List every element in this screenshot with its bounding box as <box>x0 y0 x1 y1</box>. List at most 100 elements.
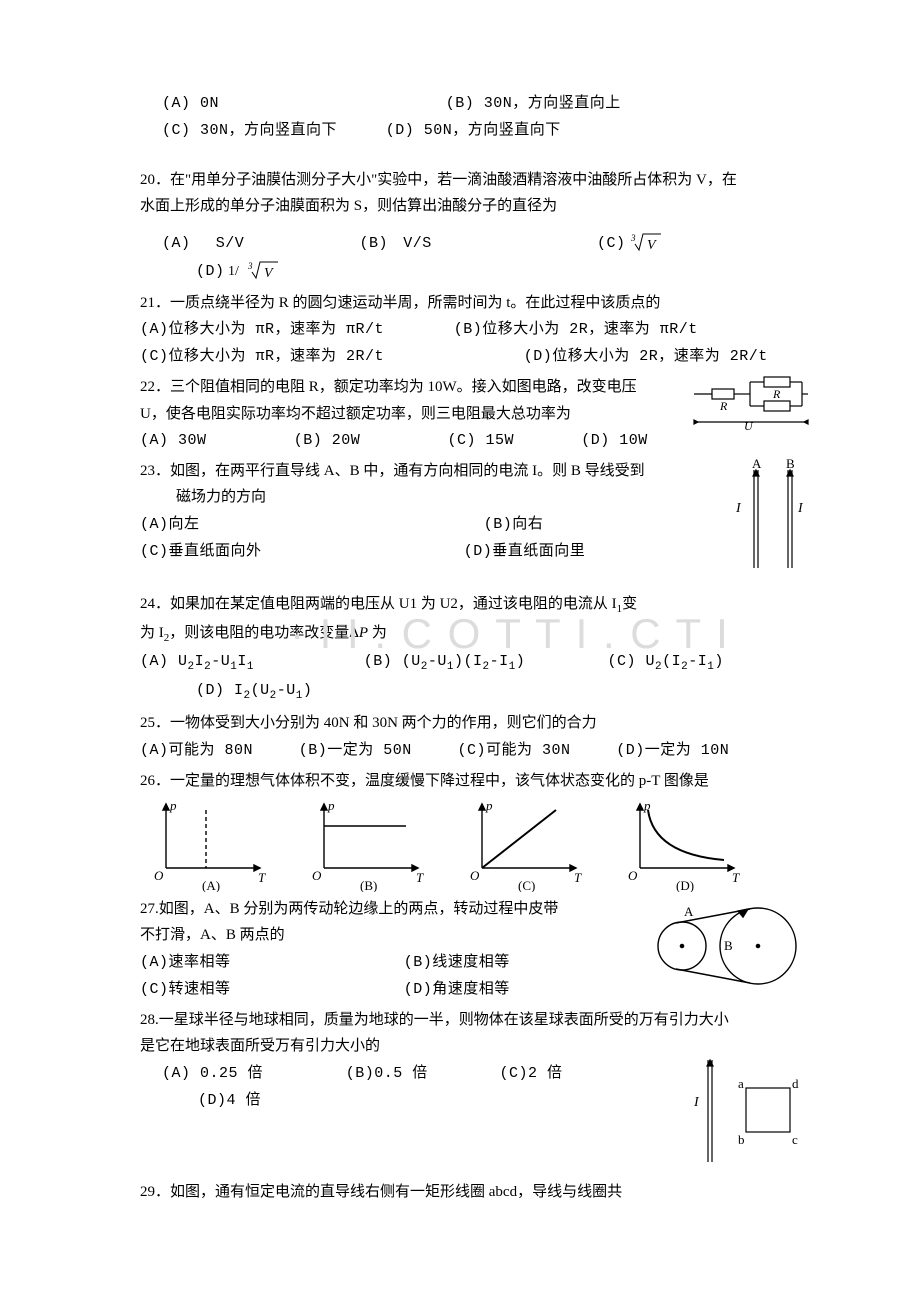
parallel-resistor-circuit-icon: R R U <box>690 374 810 432</box>
q20-stem-1: 20．在"用单分子油膜估测分子大小"实验中，若一滴油酸酒精溶液中油酸所占体积为 … <box>140 167 810 193</box>
q28-stem1: 28.一星球半径与地球相同，质量为地球的一半，则物体在该星球表面所受的万有引力大… <box>140 1007 810 1033</box>
svg-text:(C): (C) <box>518 878 535 892</box>
svg-text:I: I <box>693 1095 700 1110</box>
svg-text:p: p <box>485 798 493 813</box>
svg-text:d: d <box>792 1076 799 1091</box>
q21-b: (B)位移大小为 2R，速率为 πR/t <box>454 317 698 343</box>
inv-cube-root-v-icon: 1/ 3 V <box>228 257 282 281</box>
q24-a: (A) U2I2-U1I1 <box>140 649 360 677</box>
q20-options: (A) S/V (B) V/S (C) 3 V <box>140 229 810 257</box>
q27-d: (D)角速度相等 <box>404 977 510 1003</box>
q25-a: (A)可能为 80N <box>140 738 295 764</box>
q23-opts-2: (C)垂直纸面向外 (D)垂直纸面向里 <box>140 538 810 565</box>
svg-text:p: p <box>169 798 177 813</box>
q26-stem: 26．一定量的理想气体体积不变，温度缓慢下降过程中，该气体状态变化的 p-T 图… <box>140 768 810 794</box>
svg-text:V: V <box>647 238 657 253</box>
q29-figure: I a d b c <box>690 1056 810 1175</box>
svg-text:b: b <box>738 1132 745 1147</box>
q20-d-prefix: (D) <box>196 259 225 285</box>
q24-opts-2: (D) I2(U2-U1) <box>140 677 810 706</box>
cube-root-v-icon: 3 V <box>629 229 665 253</box>
svg-text:R: R <box>719 399 728 413</box>
q20-c-prefix: (C) <box>597 231 626 257</box>
svg-text:I: I <box>735 501 742 516</box>
q23-opts-1: (A)向左 (B)向右 <box>140 511 810 538</box>
svg-text:T: T <box>574 870 582 885</box>
q28-b: (B)0.5 倍 <box>346 1061 496 1087</box>
svg-text:V: V <box>264 266 274 281</box>
q19-opt-a: (A) 0N <box>162 91 442 117</box>
q24-stem1b: 变 <box>622 596 637 612</box>
svg-text:a: a <box>738 1076 744 1091</box>
svg-text:A: A <box>752 458 762 471</box>
q23: A B I I 23．如图，在两平行直导线 A、B 中，通有方向相同的电流 I。… <box>140 458 810 587</box>
svg-text:p: p <box>327 798 335 813</box>
q19-opt-b: (B) 30N，方向竖直向上 <box>446 91 621 117</box>
q25-opts: (A)可能为 80N (B)一定为 50N (C)可能为 30N (D)一定为 … <box>140 737 810 764</box>
svg-text:R: R <box>772 387 781 401</box>
q25-d: (D)一定为 10N <box>616 738 729 764</box>
q25: 25．一物体受到大小分别为 40N 和 30N 两个力的作用，则它们的合力 <box>140 710 810 736</box>
q20-a-prefix: (A) <box>162 231 212 257</box>
q26-figs: p O T (A) p O T (B) p O T (C) p <box>140 796 810 892</box>
svg-text:I: I <box>797 501 804 516</box>
q21-opts-2: (C)位移大小为 πR，速率为 2R/t (D)位移大小为 2R，速率为 2R/… <box>140 343 810 370</box>
q19-options: (A) 0N (B) 30N，方向竖直向上 <box>140 90 810 117</box>
q24-opts-1: (A) U2I2-U1I1 (B) (U2-U1)(I2-I1) (C) U2(… <box>140 648 810 677</box>
svg-text:3: 3 <box>630 233 636 243</box>
q27-a: (A)速率相等 <box>140 950 400 976</box>
q24-b: (B) (U2-U1)(I2-I1) <box>364 649 604 677</box>
q21-stem: 21．一质点绕半径为 R 的圆匀速运动半周，所需时间为 t。在此过程中该质点的 <box>140 290 810 316</box>
q27-c: (C)转速相等 <box>140 977 400 1003</box>
q22-a: (A) 30W <box>140 428 290 454</box>
q23-stem1: 23．如图，在两平行直导线 A、B 中，通有方向相同的电流 I。则 B 导线受到 <box>140 458 810 484</box>
q20-b: V/S <box>403 231 593 257</box>
q23-stem2: 磁场力的方向 <box>140 484 810 510</box>
pt-graph-c-icon: p O T (C) <box>456 796 606 892</box>
q24: 24．如果加在某定值电阻两端的电压从 U1 为 U2，通过该电阻的电流从 I1变… <box>140 591 810 648</box>
q24-c: (C) U2(I2-I1) <box>608 649 724 677</box>
q29-stem: 29．如图，通有恒定电流的直导线右侧有一矩形线圈 abcd，导线与线圈共 <box>140 1179 810 1205</box>
svg-text:O: O <box>628 868 638 883</box>
q27-b: (B)线速度相等 <box>404 950 510 976</box>
svg-text:(B): (B) <box>360 878 377 892</box>
q21-opts-1: (A)位移大小为 πR，速率为 πR/t (B)位移大小为 2R，速率为 πR/… <box>140 316 810 343</box>
q24-stem2d: 为 <box>368 625 387 641</box>
svg-text:T: T <box>732 870 740 885</box>
q22: R R U 22．三个阻值相同的电阻 R，额定功率均为 10W。接入如图电路，改… <box>140 374 810 454</box>
q20-c-radical: 3 V <box>629 235 665 251</box>
q25-stem: 25．一物体受到大小分别为 40N 和 30N 两个力的作用，则它们的合力 <box>140 710 810 736</box>
svg-text:U: U <box>744 419 754 432</box>
q21: 21．一质点绕半径为 R 的圆匀速运动半周，所需时间为 t。在此过程中该质点的 <box>140 290 810 316</box>
wire-loop-icon: I a d b c <box>690 1056 810 1166</box>
q28-d: (D)4 倍 <box>198 1088 261 1114</box>
svg-text:B: B <box>786 458 795 471</box>
q25-c: (C)可能为 30N <box>458 738 613 764</box>
svg-text:B: B <box>724 938 733 953</box>
q19-opt-d: (D) 50N，方向竖直向下 <box>386 118 561 144</box>
svg-text:A: A <box>684 904 694 919</box>
svg-text:p: p <box>643 798 651 813</box>
q27-figure: A B <box>640 896 810 997</box>
q20-a: S/V <box>216 231 356 257</box>
q20-stem-2: 水面上形成的单分子油膜面积为 S，则估算出油酸分子的直径为 <box>140 193 810 219</box>
q24-stem1a: 24．如果加在某定值电阻两端的电压从 U1 为 U2，通过该电阻的电流从 I <box>140 596 617 612</box>
pt-graph-a-icon: p O T (A) <box>140 796 290 892</box>
q24-d: (D) I2(U2-U1) <box>196 678 312 706</box>
q23-figure: A B I I <box>730 458 810 587</box>
q22-d: (D) 10W <box>581 428 648 454</box>
q20-b-prefix: (B) <box>360 231 400 257</box>
q22-c: (C) 15W <box>448 428 578 454</box>
q24-p: P <box>359 625 368 641</box>
q21-a: (A)位移大小为 πR，速率为 πR/t <box>140 317 450 343</box>
svg-text:T: T <box>258 870 266 885</box>
parallel-wires-icon: A B I I <box>730 458 810 578</box>
q20-d-radical: 1/ 3 V <box>228 263 282 279</box>
q23-d: (D)垂直纸面向里 <box>464 539 586 565</box>
pt-graph-d-icon: p O T (D) <box>614 796 764 892</box>
svg-text:O: O <box>312 868 322 883</box>
q20: 20．在"用单分子油膜估测分子大小"实验中，若一滴油酸酒精溶液中油酸所占体积为 … <box>140 167 810 220</box>
q28-a: (A) 0.25 倍 <box>162 1061 342 1087</box>
svg-text:(A): (A) <box>202 878 220 892</box>
svg-text:c: c <box>792 1132 798 1147</box>
